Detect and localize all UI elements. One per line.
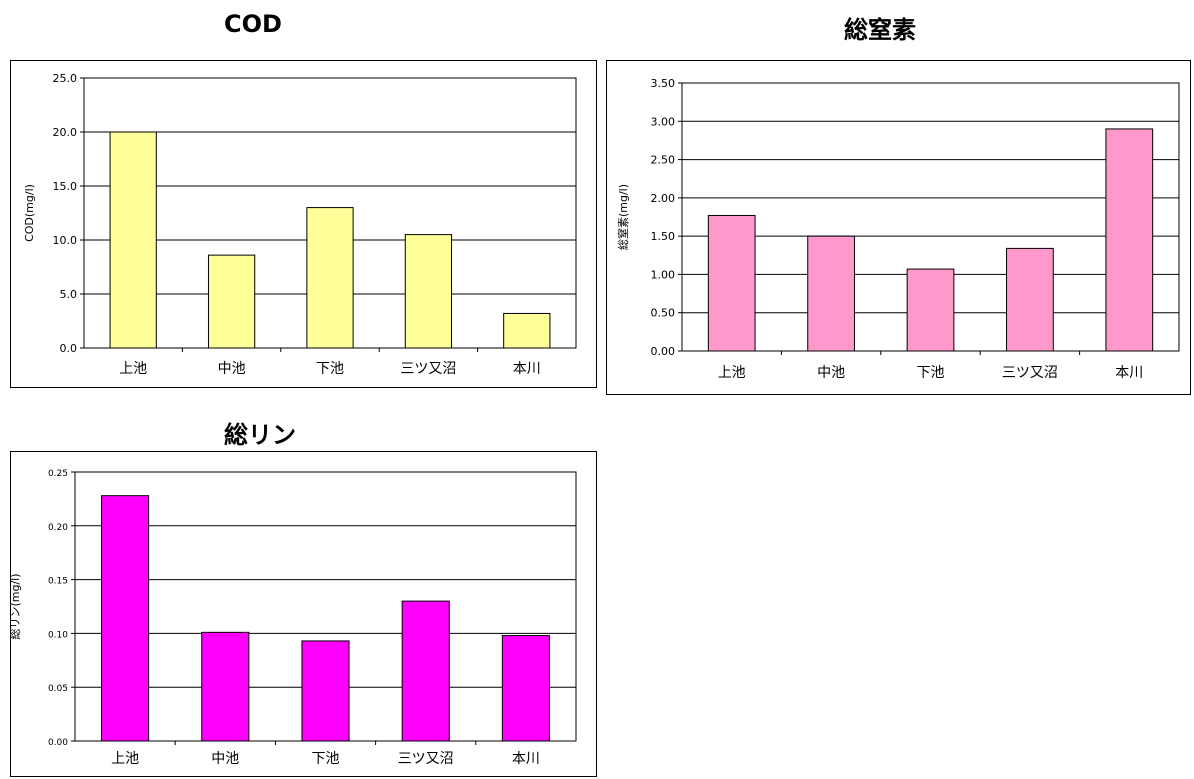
total-nitrogen-chart: 0.00 0.50 1.00 1.50 2.00 2.50 3.00 3.50 上池 中池 下池 三ツ… [606,60,1191,395]
total-phosphorus-chart: 0.00 0.05 0.10 0.15 0.20 0.25 上池 中池 下池 三ツ又沼 本川 総リン(… [10,451,597,777]
total-phosphorus-chart-title: 総リン [224,421,296,449]
tp-bar [201,631,250,742]
tn-y-tick-label: 0.50 [651,307,676,320]
tp-bar [501,635,550,742]
cod-chart: 0.0 5.0 10.0 15.0 20.0 25.0 上池 中池 下池 三ツ又沼 本川 COD(mg… [10,60,597,388]
tn-y-tick-label: 2.50 [651,154,676,167]
cod-bar [404,234,453,349]
tn-bar [1105,128,1154,352]
tn-category-label: 三ツ又沼 [1002,365,1058,381]
tp-category-label: 本川 [512,751,540,767]
tp-y-tick-label: 0.10 [48,630,68,640]
cod-y-tick-label: 0.0 [60,342,78,355]
tp-y-tick-label: 0.15 [48,577,68,587]
tn-y-tick-label: 3.50 [651,77,676,90]
cod-y-axis-label: COD(mg/l) [23,184,36,242]
cod-y-tick-label: 10.0 [53,234,78,247]
tp-y-axis-label: 総リン(mg/l) [11,573,22,639]
tn-category-label: 上池 [718,365,746,381]
cod-bar [306,207,354,349]
tp-y-tick-label: 0.25 [48,469,68,479]
cod-chart-plot: 0.0 5.0 10.0 15.0 20.0 25.0 上池 中池 下池 三ツ又沼 本川 COD(mg… [23,72,577,377]
cod-bar [207,254,256,349]
cod-y-tick-label: 20.0 [53,126,78,139]
total-nitrogen-chart-plot: 0.00 0.50 1.00 1.50 2.00 2.50 3.00 3.50 上池 中池 下池 三ツ… [616,77,1180,381]
tn-y-tick-label: 1.50 [651,230,676,243]
cod-y-tick-label: 15.0 [53,180,78,193]
tp-bar [301,640,350,742]
tn-y-tick-label: 2.00 [651,192,676,205]
tn-y-tick-label: 0.00 [651,345,676,358]
tp-category-label: 三ツ又沼 [398,751,454,767]
cod-bar [109,131,157,349]
tn-y-tick-label: 1.00 [651,268,676,281]
tn-category-label: 下池 [917,365,945,381]
tp-category-label: 下池 [312,751,340,767]
tp-y-tick-label: 0.05 [48,684,68,694]
tn-category-label: 本川 [1115,365,1143,381]
tp-y-tick-label: 0.20 [48,523,68,533]
tn-bar [906,268,955,352]
total-nitrogen-chart-title: 総窒素 [844,16,916,44]
tn-bar [807,235,855,352]
cod-category-label: 三ツ又沼 [400,361,456,377]
tp-category-label: 中池 [211,751,239,767]
tn-bar [1006,247,1054,352]
tp-category-label: 上池 [111,751,139,767]
tn-category-label: 中池 [817,365,845,381]
cod-y-tick-label: 5.0 [60,288,78,301]
cod-category-label: 下池 [316,361,344,377]
cod-y-tick-label: 25.0 [53,72,78,85]
tn-y-tick-label: 3.00 [651,115,676,128]
cod-bar [503,312,551,349]
cod-category-label: 中池 [218,361,246,377]
cod-category-label: 上池 [119,361,147,377]
tp-bar [401,600,450,742]
total-phosphorus-chart-plot: 0.00 0.05 0.10 0.15 0.20 0.25 上池 中池 下池 三ツ又沼 本川 総リン(… [11,469,577,767]
tn-bar [707,214,756,352]
cod-chart-title: COD [224,10,282,38]
tp-y-tick-label: 0.00 [48,738,68,748]
cod-category-label: 本川 [513,361,541,377]
tn-y-axis-label: 総窒素(mg/l) [616,184,630,250]
tp-bar [101,495,150,742]
